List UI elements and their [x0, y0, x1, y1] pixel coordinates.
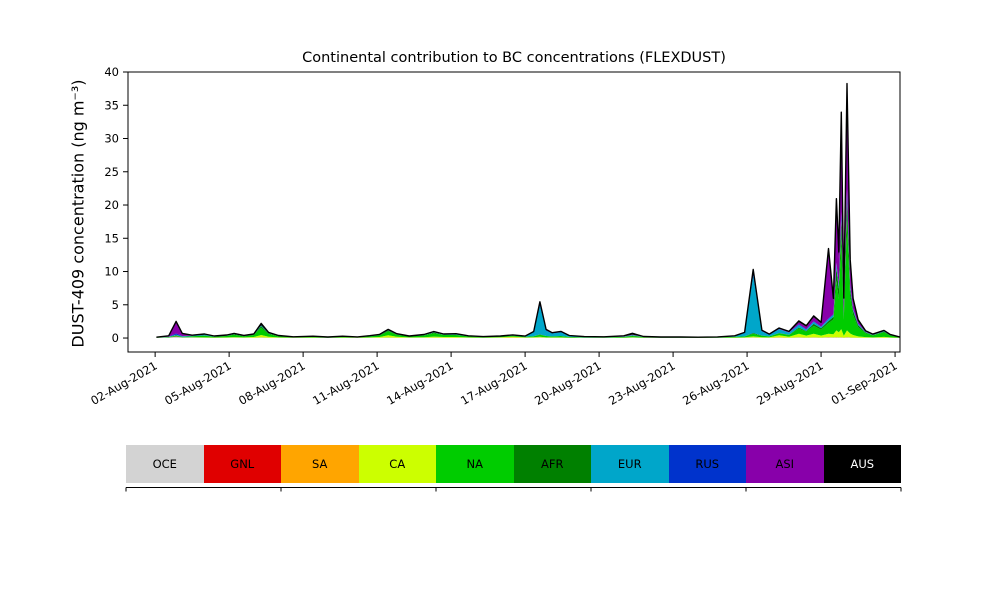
- y-tick-label: 5: [112, 298, 119, 312]
- legend-item-ca: CA: [358, 445, 436, 483]
- y-tick-label: 20: [104, 198, 119, 212]
- chart-title: Continental contribution to BC concentra…: [302, 50, 726, 66]
- area-RUS: [156, 188, 900, 338]
- area-AFR: [156, 197, 900, 338]
- y-axis: 0 5 10 15 20 25 30 35 40: [104, 65, 128, 345]
- x-tick-label: 01-Sep-2021: [829, 358, 900, 407]
- legend-label: OCE: [152, 457, 177, 471]
- legend-item-sa: SA: [281, 445, 359, 483]
- y-tick-label: 35: [104, 98, 119, 112]
- legend-axis: [125, 487, 902, 492]
- y-tick-label: 15: [104, 231, 119, 245]
- legend-label: CA: [389, 457, 406, 471]
- y-tick-label: 0: [112, 331, 119, 345]
- area-ASI: [156, 105, 900, 338]
- x-tick-label: 08-Aug-2021: [236, 358, 307, 407]
- y-tick-label: 30: [104, 132, 119, 146]
- area-EUR: [156, 190, 900, 338]
- series-areas: [156, 83, 900, 338]
- area-OCE: [156, 336, 900, 338]
- x-tick-label: 02-Aug-2021: [88, 358, 159, 407]
- legend-item-gnl: GNL: [203, 445, 281, 483]
- plot-border: [127, 71, 901, 353]
- x-tick-label: 14-Aug-2021: [384, 358, 455, 407]
- legend-label: AFR: [541, 457, 564, 471]
- legend-label: RUS: [695, 457, 720, 471]
- legend-item-asi: ASI: [746, 445, 824, 483]
- legend-label: GNL: [230, 457, 255, 471]
- legend-label: EUR: [617, 457, 642, 471]
- area-NA: [156, 220, 900, 338]
- legend-label: SA: [312, 457, 328, 471]
- area-CA: [156, 329, 900, 338]
- x-tick-label: 29-Aug-2021: [754, 358, 825, 407]
- y-tick-label: 10: [104, 265, 119, 279]
- y-tick-label: 25: [104, 165, 119, 179]
- x-tick-label: 11-Aug-2021: [310, 358, 381, 407]
- x-tick-label: 20-Aug-2021: [532, 358, 603, 407]
- legend-item-eur: EUR: [591, 445, 669, 483]
- legend-item-oce: OCE: [126, 445, 204, 483]
- x-tick-label: 26-Aug-2021: [680, 358, 751, 407]
- legend-label: AUS: [850, 457, 875, 471]
- legend-item-rus: RUS: [668, 445, 746, 483]
- x-tick-label: 17-Aug-2021: [458, 358, 529, 407]
- x-axis: 02-Aug-2021 05-Aug-2021 08-Aug-2021 11-Aug-…: [88, 352, 900, 408]
- x-tick-label: 23-Aug-2021: [606, 358, 677, 407]
- y-tick-label: 40: [104, 65, 119, 79]
- legend-label: ASI: [775, 457, 795, 471]
- legend-label: NA: [466, 457, 483, 471]
- legend-item-afr: AFR: [513, 445, 591, 483]
- area-AUS: [156, 83, 900, 338]
- legend-item-aus: AUS: [823, 445, 901, 483]
- legend-item-na: NA: [436, 445, 514, 483]
- x-tick-label: 05-Aug-2021: [162, 358, 233, 407]
- total-outline: [156, 82, 901, 338]
- legend: OCE GNL SA CA NA AFR EUR RUS ASI AUS: [126, 445, 901, 483]
